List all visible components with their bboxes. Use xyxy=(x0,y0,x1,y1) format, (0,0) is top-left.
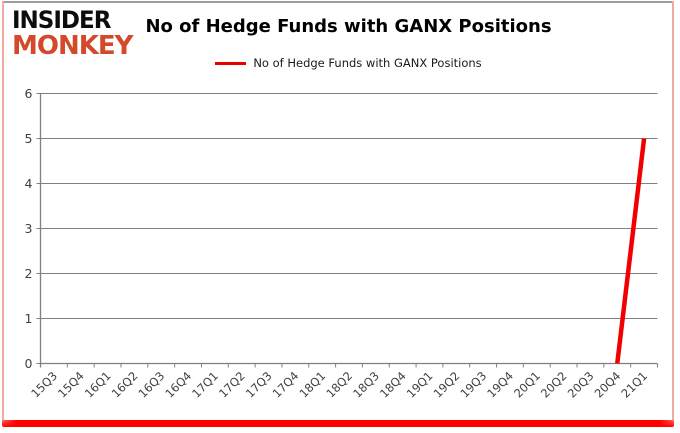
logo-text-monkey: MONKEY xyxy=(12,31,133,61)
chart-legend: No of Hedge Funds with GANX Positions xyxy=(40,55,657,71)
x-axis-label: 16Q2 xyxy=(109,369,141,401)
x-axis-label: 17Q4 xyxy=(270,369,302,401)
x-axis-label: 18Q4 xyxy=(377,369,409,401)
y-axis-label: 0 xyxy=(25,356,33,371)
y-axis-label: 6 xyxy=(25,86,33,101)
x-axis-label: 20Q4 xyxy=(592,369,624,401)
x-axis-label: 16Q1 xyxy=(82,369,114,401)
x-axis-label: 18Q3 xyxy=(350,369,382,401)
legend-line-icon xyxy=(215,61,247,65)
x-axis-label: 20Q2 xyxy=(538,369,570,401)
x-axis-label: 20Q3 xyxy=(565,369,597,401)
y-axis-label: 5 xyxy=(25,131,33,146)
card-border-right xyxy=(672,1,674,425)
x-axis-label: 21Q1 xyxy=(618,369,650,401)
x-axis-label: 17Q3 xyxy=(243,369,275,401)
card-border-bottom xyxy=(2,420,674,427)
card-border-top xyxy=(2,1,674,3)
y-axis-label: 4 xyxy=(25,176,33,191)
card-border-left xyxy=(2,1,4,425)
legend-label: No of Hedge Funds with GANX Positions xyxy=(253,56,482,70)
x-axis-label: 18Q2 xyxy=(323,369,355,401)
x-axis-label: 20Q1 xyxy=(511,369,543,401)
x-axis-label: 18Q1 xyxy=(296,369,328,401)
x-axis-label: 16Q4 xyxy=(162,369,194,401)
y-axis-label: 1 xyxy=(25,311,33,326)
x-axis-label: 17Q2 xyxy=(216,369,248,401)
chart-title: No of Hedge Funds with GANX Positions xyxy=(145,16,552,37)
x-axis-label: 19Q1 xyxy=(404,369,436,401)
x-axis-label: 16Q3 xyxy=(136,369,168,401)
insider-monkey-logo: INSIDER MONKEY xyxy=(12,6,142,61)
x-axis-label: 19Q3 xyxy=(457,369,489,401)
y-axis-label: 3 xyxy=(25,221,33,236)
x-axis-label: 19Q2 xyxy=(431,369,463,401)
x-axis-label: 19Q4 xyxy=(484,369,516,401)
x-axis-label: 15Q4 xyxy=(55,369,87,401)
series-line xyxy=(615,138,647,364)
logo-text-insider: INSIDER xyxy=(12,6,111,35)
x-axis-label: 15Q3 xyxy=(28,369,60,401)
x-axis-label: 17Q1 xyxy=(189,369,221,401)
y-axis-label: 2 xyxy=(25,266,33,281)
